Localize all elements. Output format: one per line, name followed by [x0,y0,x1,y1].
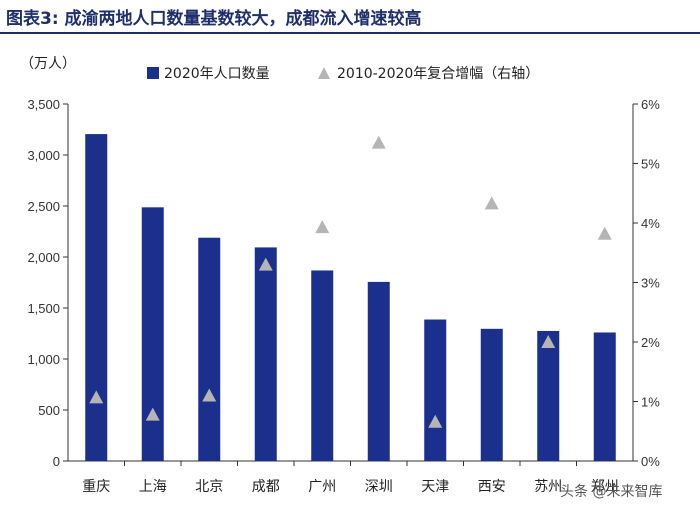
bar [367,281,390,461]
axes: 0 500 1,000 1,500 2,000 2,500 3,000 3,500 0% 1% 2%… [27,97,660,469]
y-tick-label-right: 1% [641,395,660,410]
y-tick-label-left: 2,500 [27,199,60,214]
bar [593,332,616,461]
growth-marker [597,226,612,240]
legend-marker-swatch [318,67,330,79]
y-tick-label-right: 4% [641,216,660,231]
bar [198,237,221,461]
unit-label: （万人） [20,56,76,72]
y-tick-label-right: 6% [641,97,660,112]
category-label: 上海 [139,479,167,495]
category-label: 深圳 [365,479,393,495]
y-tick-label-left: 500 [38,403,60,418]
y-tick-label-left: 3,000 [27,148,60,163]
growth-marker [145,407,160,421]
legend-bar-label: 2020年人口数量 [164,66,270,82]
growth-marker [202,388,217,402]
category-label: 重庆 [82,479,110,495]
category-label: 西安 [478,479,506,495]
bar [85,134,108,461]
title-rule [0,32,700,34]
growth-marker [428,414,443,428]
category-labels: 重庆 上海 北京 成都 广州 深圳 天津 西安 苏州 郑州 [82,479,619,495]
category-label: 广州 [308,479,336,495]
growth-marker [315,220,330,234]
markers [89,135,612,428]
category-label: 苏州 [534,479,562,495]
y-tick-label-left: 1,500 [27,301,60,316]
y-tick-label-left: 3,500 [27,97,60,112]
y-tick-label-left: 1,000 [27,352,60,367]
legend-bar-swatch [147,67,159,79]
figure-title: 图表3: 成渝两地人口数量基数较大，成都流入增速较高 [6,9,422,29]
y-tick-label-left: 2,000 [27,250,60,265]
y-tick-label-right: 2% [641,335,660,350]
bar [537,330,560,461]
y-tick-label-left: 0 [53,454,60,469]
growth-marker [258,257,273,271]
growth-marker [371,135,386,149]
watermark: 头条 @未来智库 [560,483,662,500]
y-tick-label-right: 3% [641,276,660,291]
bar [311,270,334,461]
y-tick-label-right: 5% [641,157,660,172]
bar [254,247,277,461]
growth-marker [541,335,556,348]
legend: 2020年人口数量 2010-2020年复合增幅（右轴） [147,65,539,82]
bar [424,319,447,461]
category-label: 郑州 [591,479,619,495]
category-label: 天津 [421,479,449,495]
category-label: 成都 [252,479,280,495]
growth-marker [89,390,104,404]
legend-marker-label: 2010-2020年复合增幅（右轴） [337,65,539,82]
bar [480,328,503,461]
y-tick-label-right: 0% [641,454,660,469]
growth-marker [484,196,499,210]
bar [141,207,164,461]
bars [85,134,616,461]
category-label: 北京 [195,479,223,495]
